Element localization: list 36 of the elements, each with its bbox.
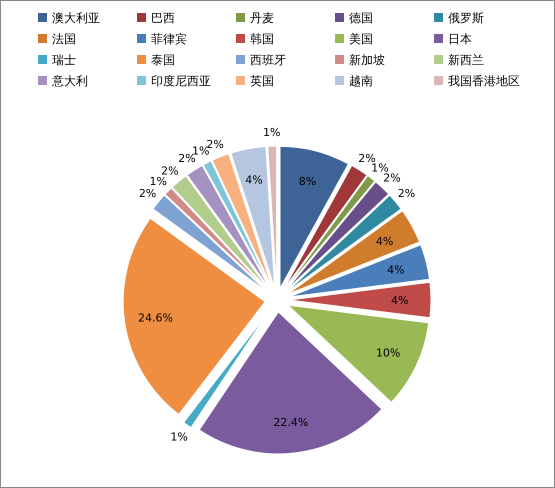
- legend-label: 丹麦: [250, 11, 274, 25]
- legend-label: 法国: [52, 32, 76, 46]
- data-label: 1%: [371, 161, 389, 174]
- data-label: 1%: [149, 175, 167, 188]
- legend-label: 美国: [349, 32, 373, 46]
- data-label: 2%: [383, 172, 401, 185]
- legend-label: 我国香港地区: [448, 74, 520, 88]
- data-label: 8%: [298, 175, 316, 188]
- legend-label: 澳大利亚: [52, 11, 100, 25]
- legend-label: 日本: [448, 32, 472, 46]
- legend-label: 菲律宾: [151, 32, 187, 46]
- legend-label: 瑞士: [52, 53, 76, 67]
- legend-label: 西班牙: [250, 53, 286, 67]
- data-label: 4%: [245, 173, 263, 186]
- legend-label: 韩国: [250, 32, 274, 46]
- data-label: 4%: [376, 234, 394, 248]
- data-label: 1%: [262, 126, 280, 140]
- legend-label: 印度尼西亚: [151, 74, 211, 88]
- data-label: 10%: [376, 346, 400, 360]
- legend-label: 英国: [250, 74, 274, 88]
- legend-label: 泰国: [151, 53, 175, 67]
- legend-label: 新加坡: [349, 53, 385, 67]
- data-label: 24.6%: [138, 312, 173, 325]
- legend-label: 意大利: [51, 74, 88, 88]
- data-label: 2%: [398, 186, 416, 200]
- legend-label: 新西兰: [448, 53, 484, 67]
- data-label: 4%: [391, 294, 408, 307]
- legend-label: 巴西: [151, 11, 175, 25]
- data-label: 4%: [387, 263, 405, 276]
- data-label: 2%: [161, 164, 179, 178]
- data-label: 22.4%: [273, 416, 308, 429]
- legend-label: 俄罗斯: [448, 11, 484, 25]
- legend-label: 越南: [349, 74, 373, 88]
- legend-label: 德国: [349, 11, 373, 25]
- data-label: 1%: [170, 430, 188, 444]
- data-label: 2%: [138, 186, 156, 200]
